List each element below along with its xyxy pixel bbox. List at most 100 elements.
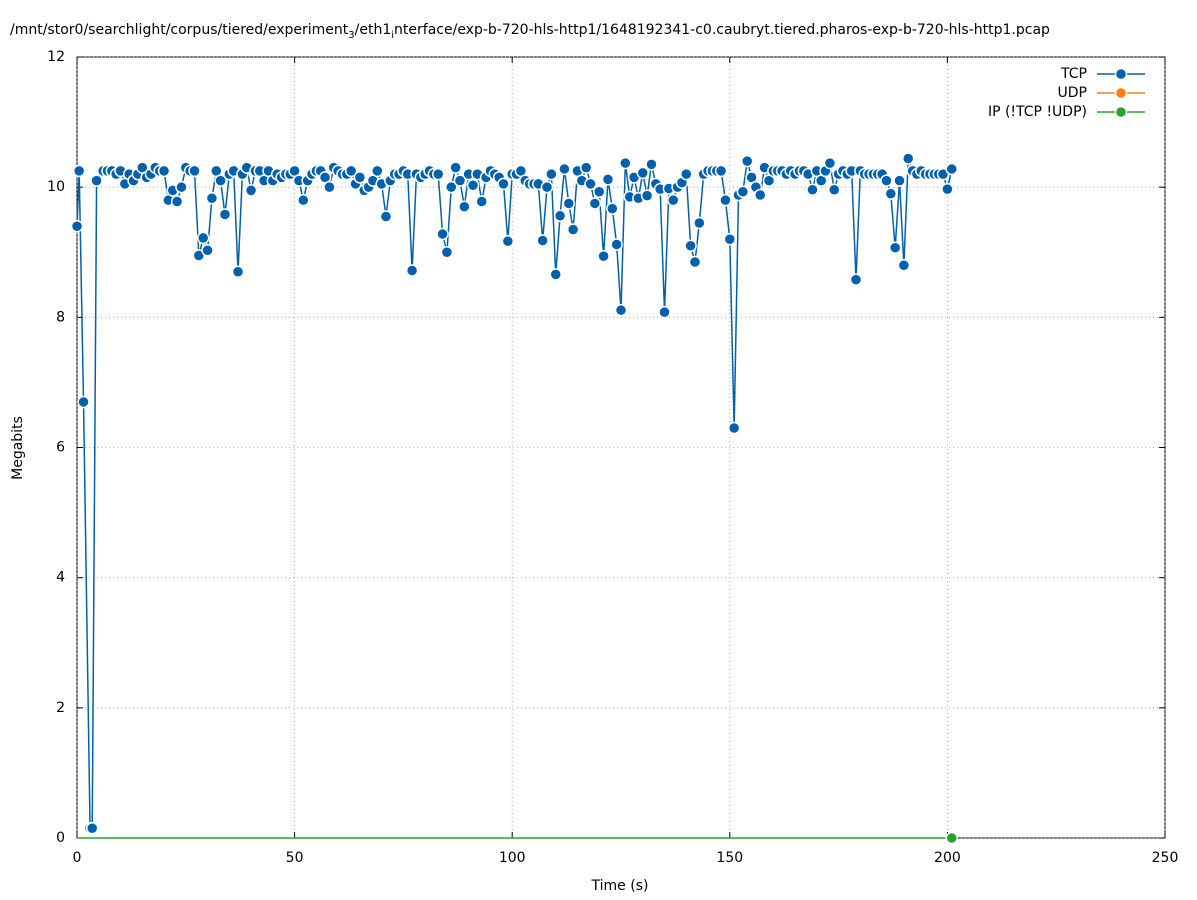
data-point xyxy=(323,180,336,194)
data-point xyxy=(823,156,837,170)
data-point xyxy=(941,182,954,196)
x-tick-label: 150 xyxy=(716,850,743,866)
data-point xyxy=(501,234,515,248)
data-point xyxy=(640,189,654,202)
data-point xyxy=(680,167,693,181)
data-point xyxy=(85,821,99,835)
legend-marker xyxy=(1114,105,1128,119)
data-point xyxy=(945,831,959,845)
data-point xyxy=(545,167,558,181)
data-point xyxy=(466,178,480,192)
data-point xyxy=(244,184,258,197)
y-tick-label: 12 xyxy=(47,49,65,65)
data-point xyxy=(897,259,911,272)
data-point xyxy=(684,239,697,252)
data-point xyxy=(449,161,462,174)
data-point xyxy=(610,238,623,251)
data-point xyxy=(405,264,419,277)
x-axis-label: Time (s) xyxy=(591,878,649,894)
data-point xyxy=(888,241,902,254)
data-point xyxy=(562,197,576,210)
data-point xyxy=(231,265,245,279)
series-line xyxy=(76,158,953,829)
legend-marker xyxy=(1114,67,1128,81)
x-tick-label: 50 xyxy=(286,850,304,866)
title-subscript: 3 xyxy=(348,30,354,41)
legend-label: IP (!TCP !UDP) xyxy=(988,104,1087,120)
data-point xyxy=(584,177,597,191)
data-point xyxy=(901,152,915,165)
data-point xyxy=(70,219,84,233)
data-point xyxy=(157,164,171,178)
data-point xyxy=(619,156,632,170)
y-tick-label: 8 xyxy=(56,309,65,325)
data-point xyxy=(636,166,650,180)
data-point xyxy=(754,188,767,202)
data-point xyxy=(344,164,358,178)
title-part: /eth1 xyxy=(355,22,392,38)
data-point xyxy=(445,180,458,194)
y-tick-label: 10 xyxy=(47,179,65,195)
data-point xyxy=(431,167,445,181)
data-point xyxy=(196,231,210,245)
data-point xyxy=(588,197,602,210)
data-point xyxy=(945,162,959,176)
data-point xyxy=(170,195,184,208)
data-point xyxy=(579,161,593,174)
data-point xyxy=(453,174,467,187)
data-point xyxy=(727,421,741,435)
data-point xyxy=(893,174,906,187)
data-point xyxy=(736,185,750,198)
title-part: /mnt/stor0/searchlight/corpus/tiered/exp… xyxy=(10,22,349,38)
data-point xyxy=(214,174,227,187)
title-subscript: i xyxy=(391,30,394,41)
data-point xyxy=(645,158,658,171)
data-point xyxy=(77,395,90,409)
data-point xyxy=(880,174,893,187)
data-point xyxy=(379,210,393,223)
data-point xyxy=(719,193,732,207)
data-point xyxy=(540,180,554,194)
data-point xyxy=(693,216,706,230)
y-tick-label: 6 xyxy=(56,440,65,456)
data-point xyxy=(440,246,454,259)
data-point xyxy=(188,164,201,178)
data-point xyxy=(658,305,671,319)
data-point xyxy=(558,162,571,176)
data-point xyxy=(723,232,737,246)
y-tick-label: 4 xyxy=(56,570,65,586)
data-point xyxy=(666,193,680,207)
data-point xyxy=(606,202,619,215)
data-point xyxy=(884,187,898,200)
data-point xyxy=(353,171,367,184)
y-axis-label: Megabits xyxy=(10,416,26,480)
data-point xyxy=(72,164,86,178)
data-point xyxy=(536,234,549,247)
chart-title: /mnt/stor0/searchlight/corpus/tiered/exp… xyxy=(10,22,1050,41)
data-point xyxy=(297,193,310,207)
data-point xyxy=(218,208,232,221)
legend-marker xyxy=(1114,86,1128,100)
x-tick-label: 0 xyxy=(73,850,82,866)
data-point xyxy=(740,154,754,168)
data-point xyxy=(553,209,567,223)
data-point xyxy=(205,191,219,205)
data-point xyxy=(806,183,819,197)
y-tick-label: 0 xyxy=(56,830,65,846)
data-point xyxy=(827,183,841,197)
data-point xyxy=(436,227,449,241)
data-point xyxy=(90,174,103,187)
data-point xyxy=(688,255,702,269)
data-point xyxy=(592,185,606,198)
data-point xyxy=(201,244,214,257)
data-point xyxy=(849,273,863,286)
data-point xyxy=(458,200,471,213)
x-tick-label: 100 xyxy=(499,850,526,866)
data-point xyxy=(549,268,562,281)
title-part: nterface/exp-b-720-hls-http1/1648192341-… xyxy=(394,22,1050,38)
data-point xyxy=(601,173,615,186)
data-point xyxy=(597,249,610,263)
y-tick-label: 2 xyxy=(56,700,65,716)
data-point xyxy=(497,177,510,191)
